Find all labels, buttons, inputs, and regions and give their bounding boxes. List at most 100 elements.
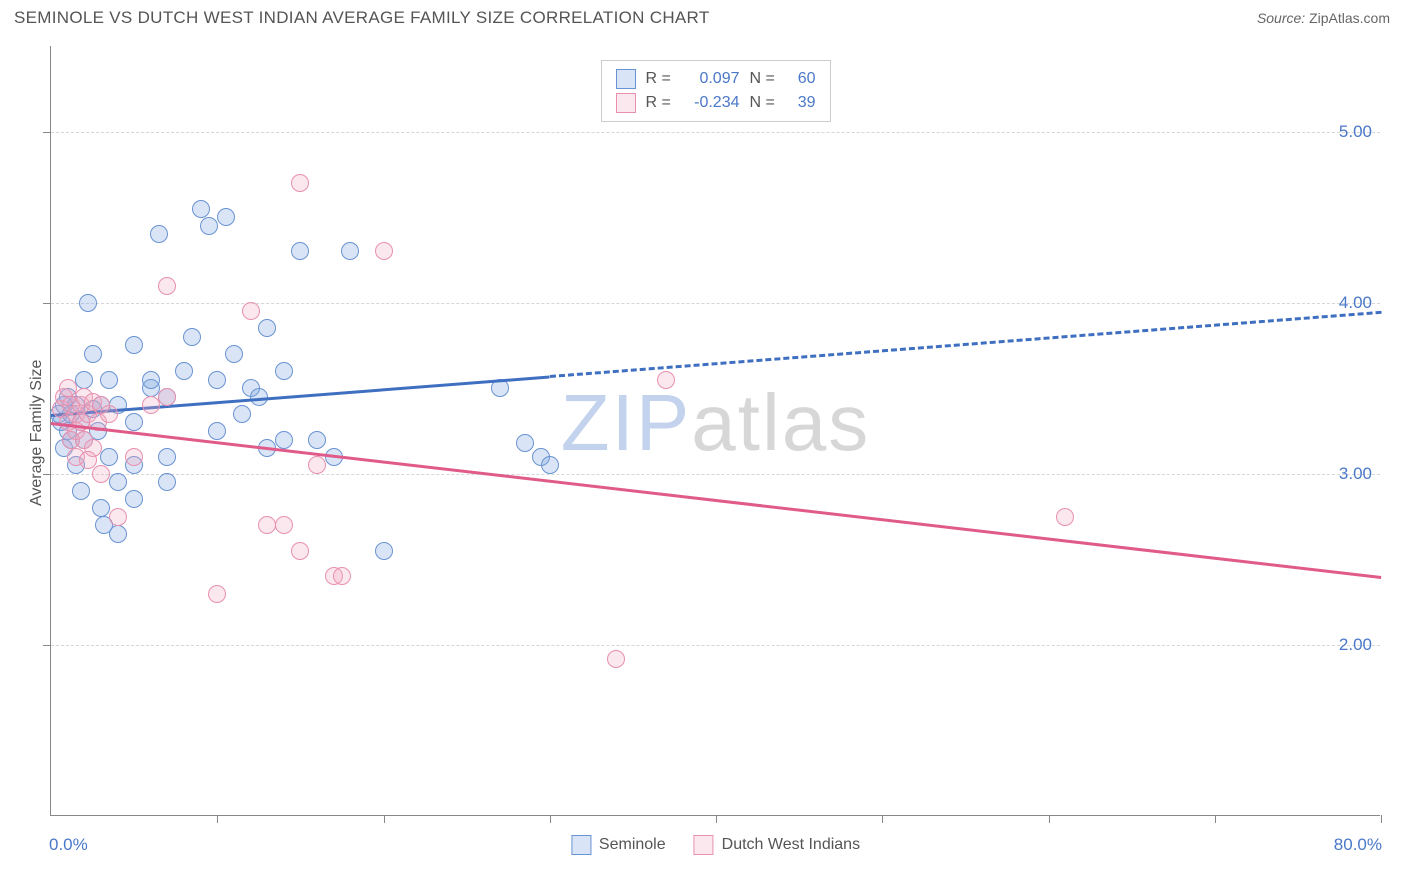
scatter-point-seminole xyxy=(541,456,559,474)
watermark: ZIPatlas xyxy=(561,377,870,469)
y-tick xyxy=(43,132,51,133)
source-name: ZipAtlas.com xyxy=(1309,10,1390,26)
scatter-point-seminole xyxy=(109,473,127,491)
scatter-point-seminole xyxy=(275,431,293,449)
stat-r-dwi: -0.234 xyxy=(684,94,740,112)
scatter-point-dutch_west_indians xyxy=(208,585,226,603)
stat-n-dwi: 39 xyxy=(788,94,816,112)
y-tick-label: 5.00 xyxy=(1339,122,1372,142)
stat-r-label: R = xyxy=(646,94,674,112)
x-tick xyxy=(1381,815,1382,823)
scatter-point-seminole xyxy=(125,490,143,508)
swatch-seminole xyxy=(616,69,636,89)
scatter-point-dutch_west_indians xyxy=(242,302,260,320)
watermark-zip: ZIP xyxy=(561,378,691,467)
legend-item-seminole: Seminole xyxy=(571,835,666,855)
scatter-point-dutch_west_indians xyxy=(100,405,118,423)
trend-line-seminole-dashed xyxy=(550,311,1381,378)
scatter-point-seminole xyxy=(208,371,226,389)
scatter-point-seminole xyxy=(258,319,276,337)
legend-label-dwi: Dutch West Indians xyxy=(722,836,860,854)
scatter-point-seminole xyxy=(125,413,143,431)
scatter-point-dutch_west_indians xyxy=(291,174,309,192)
chart-container: Average Family Size ZIPatlas R = 0.097 N… xyxy=(0,36,1406,886)
scatter-point-seminole xyxy=(84,345,102,363)
scatter-point-seminole xyxy=(192,200,210,218)
gridline-h xyxy=(51,474,1380,475)
scatter-point-seminole xyxy=(72,482,90,500)
scatter-point-dutch_west_indians xyxy=(333,567,351,585)
legend-swatch-dwi xyxy=(694,835,714,855)
gridline-h xyxy=(51,645,1380,646)
scatter-point-seminole xyxy=(275,362,293,380)
scatter-point-seminole xyxy=(79,294,97,312)
stats-row-seminole: R = 0.097 N = 60 xyxy=(616,67,816,91)
scatter-point-seminole xyxy=(217,208,235,226)
x-axis-min-label: 0.0% xyxy=(49,835,88,855)
bottom-legend: Seminole Dutch West Indians xyxy=(571,835,860,855)
stats-legend: R = 0.097 N = 60 R = -0.234 N = 39 xyxy=(601,60,831,122)
x-tick xyxy=(217,815,218,823)
x-tick xyxy=(550,815,551,823)
chart-title: SEMINOLE VS DUTCH WEST INDIAN AVERAGE FA… xyxy=(14,8,710,28)
scatter-point-seminole xyxy=(308,431,326,449)
scatter-point-seminole xyxy=(100,371,118,389)
stats-row-dwi: R = -0.234 N = 39 xyxy=(616,91,816,115)
scatter-point-dutch_west_indians xyxy=(92,465,110,483)
trend-line-dutch_west_indians xyxy=(51,422,1381,579)
scatter-point-seminole xyxy=(125,336,143,354)
swatch-dwi xyxy=(616,93,636,113)
plot-area: ZIPatlas R = 0.097 N = 60 R = -0.234 N =… xyxy=(50,46,1380,816)
scatter-point-dutch_west_indians xyxy=(59,379,77,397)
x-axis-max-label: 80.0% xyxy=(1334,835,1382,855)
scatter-point-seminole xyxy=(291,242,309,260)
scatter-point-dutch_west_indians xyxy=(258,516,276,534)
x-tick xyxy=(384,815,385,823)
gridline-h xyxy=(51,132,1380,133)
scatter-point-seminole xyxy=(75,371,93,389)
scatter-point-seminole xyxy=(516,434,534,452)
scatter-point-seminole xyxy=(233,405,251,423)
scatter-point-dutch_west_indians xyxy=(158,388,176,406)
legend-label-seminole: Seminole xyxy=(599,836,666,854)
scatter-point-dutch_west_indians xyxy=(79,451,97,469)
scatter-point-seminole xyxy=(183,328,201,346)
source-prefix: Source: xyxy=(1257,10,1305,26)
scatter-point-dutch_west_indians xyxy=(1056,508,1074,526)
scatter-point-dutch_west_indians xyxy=(657,371,675,389)
stat-n-label: N = xyxy=(750,94,778,112)
x-tick xyxy=(882,815,883,823)
scatter-point-seminole xyxy=(109,525,127,543)
watermark-atlas: atlas xyxy=(691,378,870,467)
scatter-point-seminole xyxy=(225,345,243,363)
scatter-point-dutch_west_indians xyxy=(142,396,160,414)
trend-line-seminole xyxy=(51,375,550,416)
y-axis-label: Average Family Size xyxy=(28,360,46,506)
y-tick-label: 3.00 xyxy=(1339,464,1372,484)
scatter-point-seminole xyxy=(158,448,176,466)
x-tick xyxy=(1049,815,1050,823)
scatter-point-dutch_west_indians xyxy=(291,542,309,560)
scatter-point-dutch_west_indians xyxy=(375,242,393,260)
y-tick xyxy=(43,474,51,475)
scatter-point-dutch_west_indians xyxy=(109,508,127,526)
legend-swatch-seminole xyxy=(571,835,591,855)
scatter-point-seminole xyxy=(175,362,193,380)
scatter-point-seminole xyxy=(158,473,176,491)
scatter-point-seminole xyxy=(100,448,118,466)
scatter-point-dutch_west_indians xyxy=(275,516,293,534)
stat-n-label: N = xyxy=(750,70,778,88)
scatter-point-seminole xyxy=(200,217,218,235)
y-tick-label: 2.00 xyxy=(1339,635,1372,655)
scatter-point-seminole xyxy=(150,225,168,243)
stat-r-seminole: 0.097 xyxy=(684,70,740,88)
chart-header: SEMINOLE VS DUTCH WEST INDIAN AVERAGE FA… xyxy=(0,0,1406,36)
scatter-point-dutch_west_indians xyxy=(125,448,143,466)
scatter-point-seminole xyxy=(142,371,160,389)
x-tick xyxy=(716,815,717,823)
scatter-point-dutch_west_indians xyxy=(308,456,326,474)
scatter-point-seminole xyxy=(92,499,110,517)
source-attribution: Source: ZipAtlas.com xyxy=(1257,10,1390,26)
scatter-point-dutch_west_indians xyxy=(607,650,625,668)
stat-n-seminole: 60 xyxy=(788,70,816,88)
